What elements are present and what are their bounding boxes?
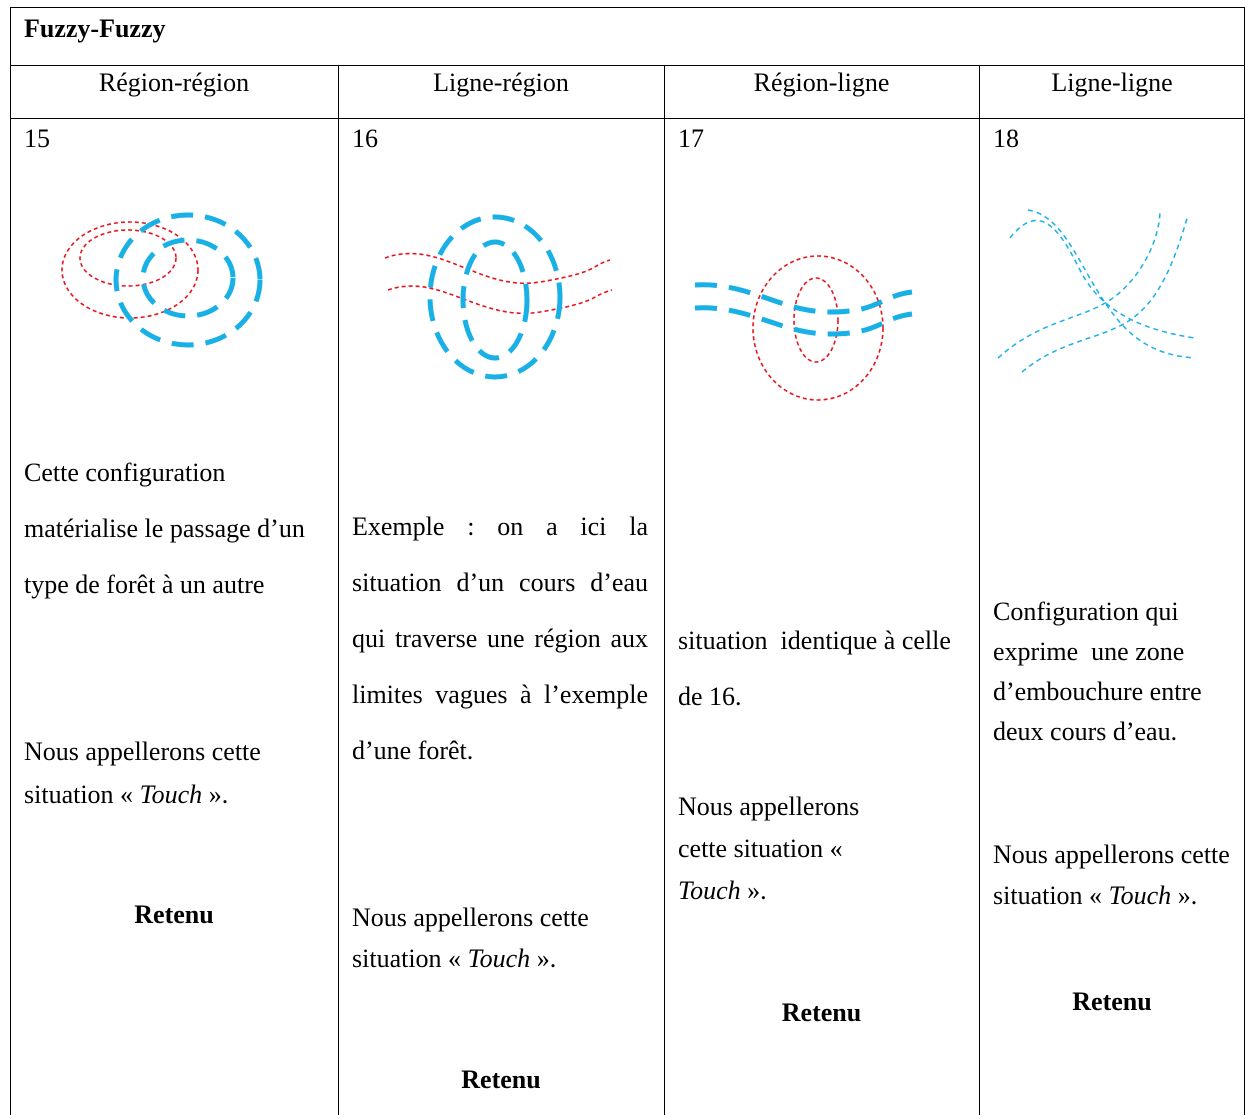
description: Exemple : on a ici la situation d’un cou…	[352, 512, 655, 765]
description: Cette configuration matérialise le passa…	[24, 458, 312, 599]
border	[979, 65, 980, 1115]
case-number: 17	[678, 124, 704, 153]
fuzzy-region	[140, 237, 236, 319]
naming-term: Touch	[1108, 881, 1172, 910]
description: Configuration qui exprime une zone d’emb…	[993, 597, 1209, 746]
fuzzy-region	[61, 221, 199, 319]
naming-text: ».	[530, 944, 557, 973]
verdict: Retenu	[134, 900, 214, 929]
naming: Nous appellerons cette situation « Touch…	[24, 730, 324, 816]
naming: Nous appellerons cette situation « Touch…	[352, 897, 652, 979]
naming-text: Nous appellerons cette situation «	[24, 737, 268, 809]
naming-text: ».	[1171, 881, 1198, 910]
naming: Nous appellerons cette situation « Touch…	[993, 834, 1233, 916]
border	[338, 65, 339, 1115]
case-number: 18	[993, 124, 1019, 153]
naming-text: Nous appellerons cette situation «	[993, 840, 1237, 910]
description: situation identique à celle de 16.	[678, 626, 958, 711]
column-header: Région-ligne	[753, 68, 890, 97]
fuzzy-region	[427, 214, 563, 380]
case-number: 16	[352, 124, 378, 153]
border	[10, 7, 1245, 8]
verdict: Retenu	[461, 1065, 541, 1094]
naming-term: Touch	[139, 780, 203, 809]
border	[10, 7, 11, 1115]
fuzzy-line	[997, 209, 1161, 359]
naming-text: ».	[202, 780, 229, 809]
naming-text: ».	[740, 876, 767, 905]
verdict: Retenu	[781, 998, 862, 1027]
border	[664, 65, 665, 1115]
fuzzy-line	[1027, 209, 1196, 359]
naming-term: Touch	[467, 944, 531, 973]
naming-text: Nous appellerons cette situation «	[352, 903, 596, 973]
column-header: Ligne-région	[433, 68, 569, 97]
fuzzy-region	[793, 277, 839, 363]
naming-term: Touch	[678, 876, 741, 905]
fuzzy-region	[113, 212, 263, 348]
naming-text: Nous appellerons cette situation «	[678, 792, 866, 863]
column-header: Région-région	[98, 68, 250, 97]
border	[10, 118, 1245, 119]
fuzzy-line	[387, 285, 613, 315]
fuzzy-region	[460, 239, 530, 361]
column-header: Ligne-ligne	[1051, 68, 1173, 97]
case-number: 15	[24, 124, 50, 153]
fuzzy-region	[752, 255, 884, 401]
fuzzy-line	[1009, 219, 1196, 339]
verdict: Retenu	[1072, 987, 1152, 1016]
fuzzy-region	[79, 229, 177, 287]
border	[10, 65, 1245, 66]
fuzzy-line	[694, 305, 913, 337]
table-title: Fuzzy-Fuzzy	[24, 14, 166, 43]
naming: Nous appellerons cette situation « Touch…	[678, 786, 878, 912]
fuzzy-line	[384, 252, 611, 285]
fuzzy-line	[694, 282, 913, 315]
fuzzy-line	[1021, 214, 1189, 373]
